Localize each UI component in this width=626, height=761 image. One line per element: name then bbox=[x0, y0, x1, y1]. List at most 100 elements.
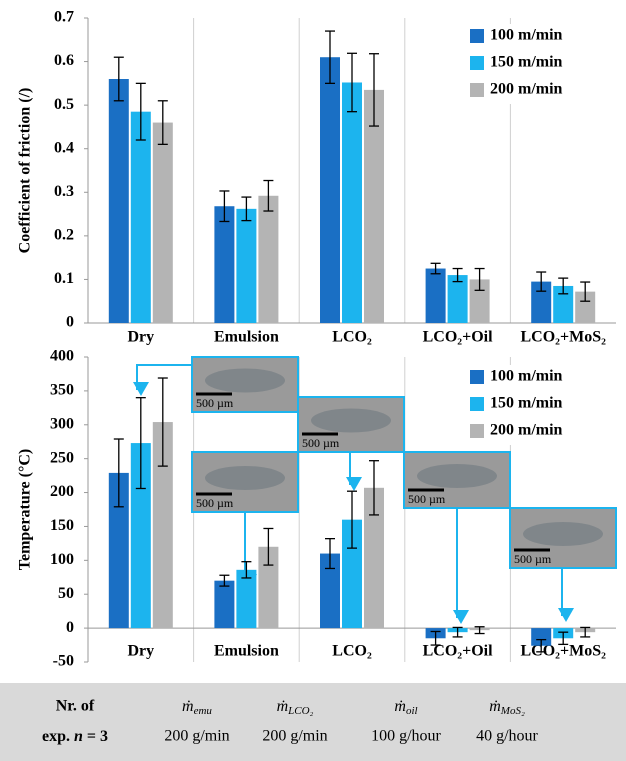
wear-mark bbox=[311, 408, 391, 433]
error-bar bbox=[325, 30, 335, 85]
subscript: emu bbox=[194, 705, 213, 717]
error-bar bbox=[536, 271, 547, 292]
y-tick-label: 0.1 bbox=[54, 270, 74, 287]
legend-swatch bbox=[470, 424, 484, 438]
error-bar bbox=[474, 267, 485, 291]
y-tick-label: 0.5 bbox=[54, 96, 74, 113]
error-bar bbox=[430, 262, 441, 275]
symbol: ṁ bbox=[182, 698, 194, 715]
scale-label: 500 µm bbox=[302, 436, 340, 450]
y-tick-label: 0 bbox=[66, 314, 74, 331]
y-tick-label: 50 bbox=[58, 585, 74, 602]
y-axis-label: Temperature (°C) bbox=[17, 449, 34, 570]
y-tick-label: 400 bbox=[50, 348, 74, 365]
y-tick-label: 0.7 bbox=[54, 9, 74, 26]
legend-swatch bbox=[470, 56, 484, 70]
error-bar bbox=[452, 626, 463, 638]
y-tick-label: 0.6 bbox=[54, 52, 74, 69]
flow-symbol: ṁoil bbox=[394, 698, 417, 717]
bar bbox=[214, 206, 235, 323]
x-tick-label: Dry bbox=[127, 329, 154, 346]
bar bbox=[258, 195, 279, 323]
legend-label: 100 m/min bbox=[490, 368, 563, 385]
y-tick-label: 100 bbox=[50, 551, 74, 568]
error-bar bbox=[347, 490, 357, 549]
x-tick-label: LCO₂+Oil bbox=[423, 329, 493, 346]
y-tick-label: 0.3 bbox=[54, 183, 74, 200]
error-bar bbox=[369, 460, 379, 516]
bar bbox=[531, 628, 552, 646]
legend-background bbox=[462, 365, 610, 445]
bar bbox=[364, 89, 384, 324]
y-tick-label: 300 bbox=[50, 415, 74, 432]
symbol: ṁ bbox=[277, 698, 289, 715]
header-text: exp. bbox=[42, 728, 74, 745]
error-bar bbox=[452, 267, 463, 283]
bar bbox=[108, 79, 129, 323]
legend-swatch bbox=[470, 83, 484, 97]
scale-label: 500 µm bbox=[514, 552, 552, 566]
x-tick-label: LCO₂+MoS₂ bbox=[521, 643, 607, 660]
bar bbox=[425, 268, 446, 323]
x-tick-label: Emulsion bbox=[214, 643, 279, 660]
error-bar bbox=[325, 537, 335, 570]
error-bar bbox=[263, 527, 274, 566]
bar bbox=[236, 569, 257, 629]
x-tick-label: LCO₂+MoS₂ bbox=[521, 329, 607, 346]
error-bar bbox=[241, 561, 252, 579]
flow-symbol: ṁMoS₂ bbox=[489, 698, 525, 717]
y-tick-label: 0.4 bbox=[54, 139, 74, 156]
error-bar bbox=[580, 626, 591, 638]
bar bbox=[342, 82, 362, 323]
bar bbox=[130, 443, 151, 629]
subscript: LCO₂ bbox=[287, 705, 313, 717]
header-text: = 3 bbox=[83, 728, 108, 745]
error-bar bbox=[369, 53, 379, 127]
bar bbox=[342, 519, 362, 629]
error-bar bbox=[219, 574, 230, 587]
x-tick-label: LCO₂ bbox=[332, 329, 372, 346]
flow-symbol: ṁLCO₂ bbox=[277, 698, 314, 717]
error-bar bbox=[157, 377, 168, 467]
x-tick-label: LCO₂+Oil bbox=[423, 643, 493, 660]
x-tick-label: Dry bbox=[127, 643, 154, 660]
bar bbox=[152, 422, 173, 629]
symbol: ṁ bbox=[394, 698, 406, 715]
bar bbox=[214, 580, 235, 629]
y-tick-label: 350 bbox=[50, 382, 74, 399]
bar bbox=[258, 546, 279, 629]
symbol: ṁ bbox=[489, 698, 501, 715]
error-bar bbox=[558, 277, 569, 295]
bar bbox=[553, 285, 574, 323]
bar bbox=[108, 472, 129, 629]
error-bar bbox=[113, 56, 124, 102]
legend-label: 150 m/min bbox=[490, 54, 563, 71]
bar bbox=[320, 553, 340, 629]
y-tick-label: -50 bbox=[53, 653, 74, 670]
subscript: MoS₂ bbox=[500, 705, 525, 717]
table-header: exp. n = 3 bbox=[42, 728, 108, 745]
scale-label: 500 µm bbox=[196, 496, 234, 510]
error-bar bbox=[347, 52, 357, 113]
subscript: oil bbox=[406, 705, 418, 717]
flow-value: 100 g/hour bbox=[371, 728, 441, 745]
legend-label: 200 m/min bbox=[490, 81, 563, 98]
y-tick-label: 150 bbox=[50, 517, 74, 534]
bar bbox=[364, 487, 384, 629]
scale-label: 500 µm bbox=[408, 492, 446, 506]
legend-swatch bbox=[470, 397, 484, 411]
error-bar bbox=[157, 100, 168, 146]
legend-label: 100 m/min bbox=[490, 27, 563, 44]
y-tick-label: 0 bbox=[66, 619, 74, 636]
flow-value: 40 g/hour bbox=[476, 728, 538, 745]
legend-background bbox=[462, 24, 610, 104]
bar bbox=[236, 208, 257, 323]
header-var: n bbox=[74, 728, 83, 745]
error-bar bbox=[263, 179, 274, 212]
bar bbox=[130, 111, 151, 323]
y-tick-label: 200 bbox=[50, 483, 74, 500]
error-bar bbox=[219, 190, 230, 223]
y-tick-label: 0.2 bbox=[54, 227, 74, 244]
